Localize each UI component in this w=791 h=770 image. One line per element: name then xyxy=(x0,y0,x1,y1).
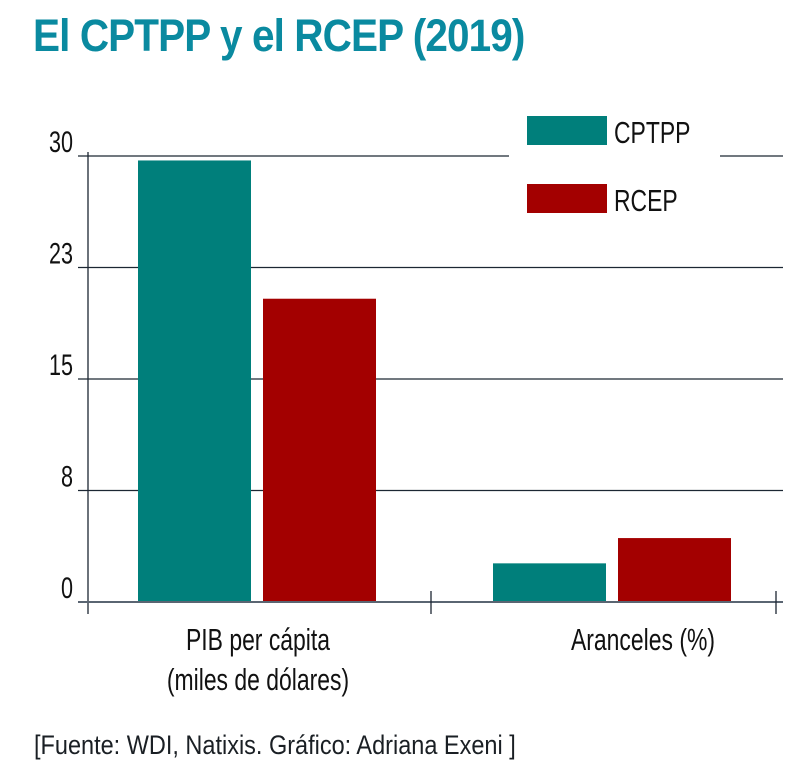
category-label: (miles de dólares) xyxy=(167,662,349,697)
legend-label-cptpp: CPTPP xyxy=(614,115,690,150)
legend-swatch-rcep xyxy=(527,184,607,213)
legend-swatch-cptpp xyxy=(527,116,607,145)
source-note: [Fuente: WDI, Natixis. Gráfico: Adriana … xyxy=(34,730,516,760)
y-tick-label: 15 xyxy=(49,347,73,381)
bar-rcep-1 xyxy=(618,538,731,602)
y-tick-label: 0 xyxy=(61,570,73,604)
legend-label-rcep: RCEP xyxy=(614,183,678,218)
category-label: PIB per cápita xyxy=(186,622,331,657)
chart-title: El CPTPP y el RCEP (2019) xyxy=(33,10,525,61)
y-tick-label: 8 xyxy=(61,459,73,493)
axes xyxy=(78,152,783,614)
bar-cptpp-1 xyxy=(493,563,606,602)
legend: CPTPP RCEP xyxy=(527,115,690,218)
y-tick-label: 30 xyxy=(49,124,73,158)
bar-rcep-0 xyxy=(263,298,376,602)
y-tick-label: 23 xyxy=(49,236,73,270)
bar-cptpp-0 xyxy=(138,160,251,602)
y-axis-ticks: 0 8 15 23 30 xyxy=(49,124,73,604)
bars xyxy=(138,160,731,602)
category-labels: PIB per cápita (miles de dólares) Arancele… xyxy=(167,622,715,697)
category-label: Aranceles (%) xyxy=(571,622,715,657)
